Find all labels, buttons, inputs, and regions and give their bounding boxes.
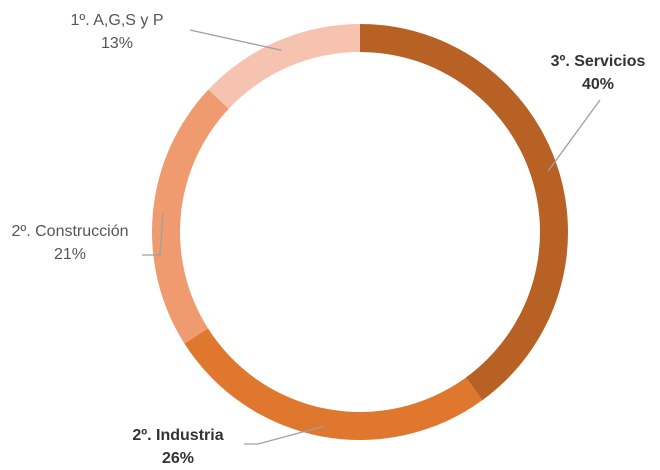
slice-name: 3º. Servicios: [550, 53, 646, 70]
slice-value: 13%: [100, 35, 134, 52]
slice-label: 1º. A,G,S y P 13%: [37, 9, 197, 55]
slice-label: 2º. Industria 26%: [98, 424, 258, 470]
donut-segment: [184, 328, 483, 440]
slice-label: 2º. Construcción 21%: [5, 220, 135, 266]
donut-segment: [360, 24, 569, 401]
slice-value: 26%: [161, 450, 195, 467]
slice-value: 40%: [581, 76, 615, 93]
slice-label: 3º. Servicios 40%: [518, 50, 660, 96]
leader-line: [244, 425, 324, 445]
slice-name: 2º. Industria: [132, 427, 224, 444]
slice-name: 1º. A,G,S y P: [70, 12, 164, 29]
donut-segment: [151, 89, 229, 344]
leader-line: [142, 213, 164, 256]
slice-value: 21%: [53, 246, 87, 263]
leader-line: [547, 99, 601, 172]
slice-name: 2º. Construcción: [11, 223, 129, 240]
leader-line: [189, 29, 282, 51]
donut-segment: [208, 24, 360, 109]
